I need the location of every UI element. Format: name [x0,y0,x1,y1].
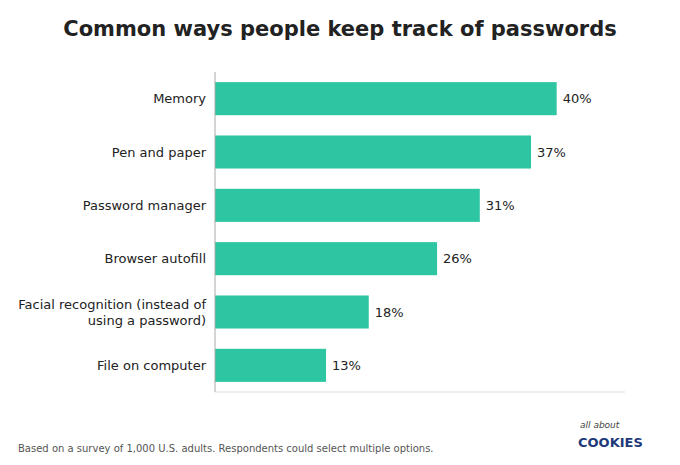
logo-text: COOKIES [578,435,643,450]
y-axis-line [215,72,216,392]
category-label: File on computer [97,358,207,373]
y-tick-labels: File on computer Facial recognition (inst… [18,91,206,373]
title: Common ways people keep track of passwor… [63,17,617,41]
category-label-line: Memory [153,91,206,106]
data-label: 18% [375,305,404,320]
footnote: Based on a survey of 1,000 U.S. adults. … [18,443,434,454]
category-label-line: Facial recognition (instead of [18,297,206,312]
category-label-line: using a password) [88,313,206,328]
bar [215,349,326,382]
data-label: 37% [537,145,566,160]
data-label: 26% [443,251,472,266]
bar [215,82,557,115]
category-label: Facial recognition (instead ofusing a pa… [18,297,206,328]
data-label: 13% [332,358,361,373]
category-label-line: File on computer [97,358,207,373]
category-label: Memory [153,91,206,106]
category-label: Browser autofill [105,251,206,266]
bars [215,82,557,382]
data-label: 31% [486,198,515,213]
bar [215,135,531,168]
bar [215,242,437,275]
category-label-line: Password manager [83,198,207,213]
category-label-line: Browser autofill [105,251,206,266]
chart-container: Common ways people keep track of passwor… [0,0,680,465]
logo-text: all about [580,420,620,430]
x-axis-line [215,392,625,393]
chart-svg: Common ways people keep track of passwor… [0,0,680,465]
bar [215,295,369,328]
category-label: Pen and paper [112,145,207,160]
bar [215,189,480,222]
category-label: Password manager [83,198,207,213]
data-label: 40% [563,91,592,106]
data-labels: 13% 18% 26% 31% 37% 40% [332,91,592,373]
category-label-line: Pen and paper [112,145,207,160]
